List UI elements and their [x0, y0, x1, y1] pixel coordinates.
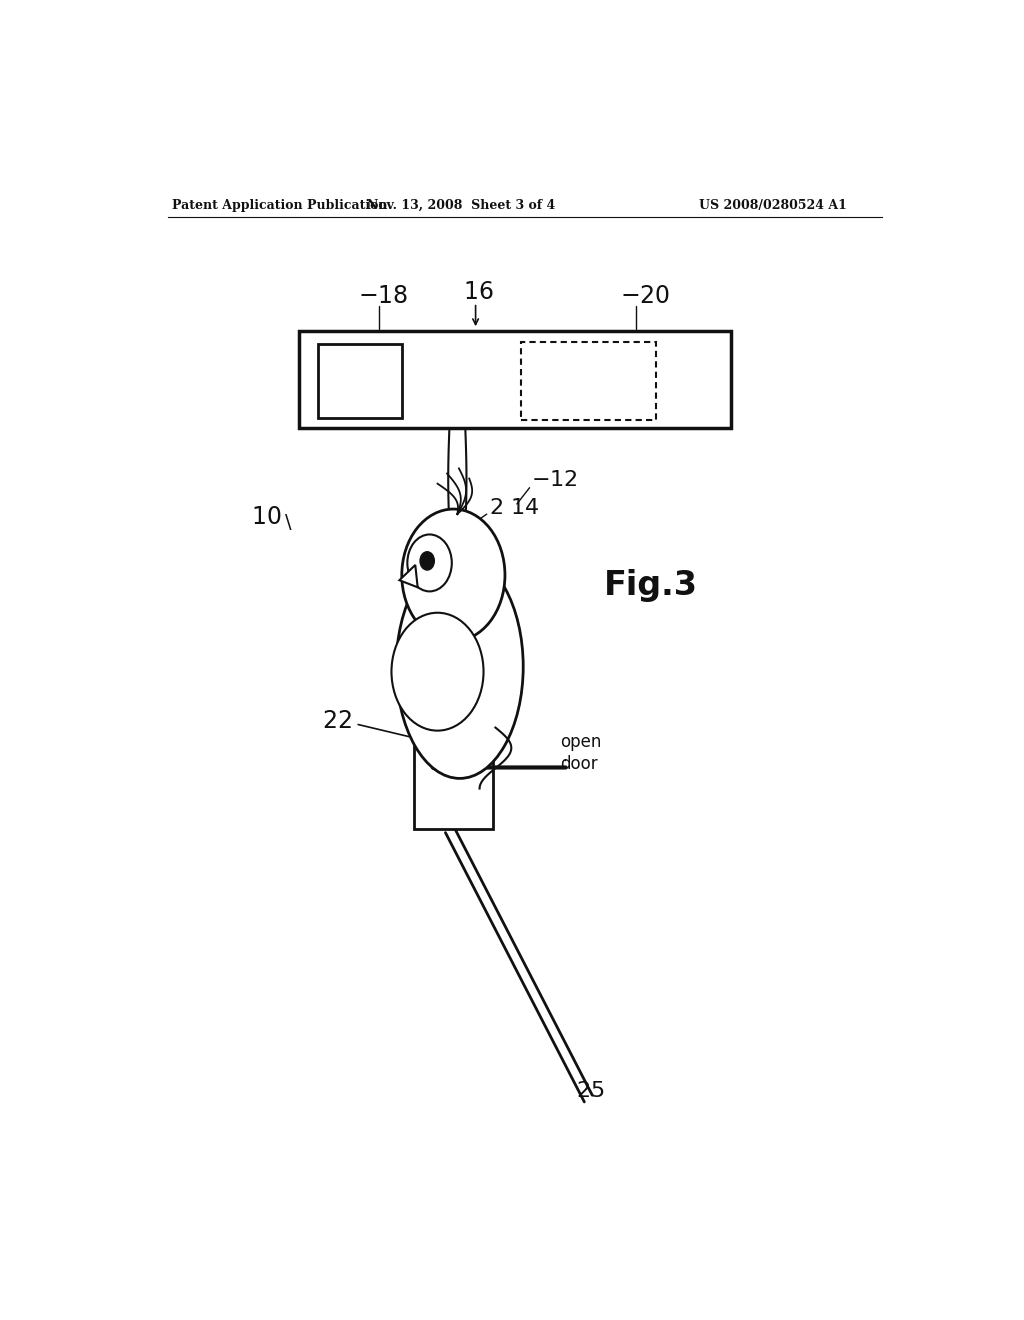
Bar	[414, 692, 493, 829]
Text: $\mathit{-20}$: $\mathit{-20}$	[620, 284, 671, 308]
Text: Fig.3: Fig.3	[604, 569, 698, 602]
Bar	[318, 345, 401, 417]
Text: Patent Application Publication: Patent Application Publication	[172, 199, 387, 213]
Text: $\mathit{2\ 14}$: $\mathit{2\ 14}$	[489, 498, 540, 519]
Text: open
door: open door	[560, 733, 602, 774]
Bar	[299, 331, 731, 428]
Circle shape	[391, 612, 483, 731]
Ellipse shape	[396, 554, 523, 779]
Text: $\mathit{10}$: $\mathit{10}$	[251, 506, 282, 529]
Text: $\mathit{\backslash}$: $\mathit{\backslash}$	[284, 512, 292, 532]
Text: $\mathit{-18}$: $\mathit{-18}$	[358, 284, 409, 308]
Bar	[521, 342, 655, 420]
Text: $\mathit{25}$: $\mathit{25}$	[577, 1081, 605, 1101]
Circle shape	[401, 510, 505, 642]
Text: US 2008/0280524 A1: US 2008/0280524 A1	[699, 199, 847, 213]
Polygon shape	[399, 565, 418, 587]
Circle shape	[408, 535, 452, 591]
Text: $\mathit{22}$: $\mathit{22}$	[323, 709, 352, 733]
Text: $\mathit{-12}$: $\mathit{-12}$	[531, 470, 578, 490]
Text: Nov. 13, 2008  Sheet 3 of 4: Nov. 13, 2008 Sheet 3 of 4	[368, 199, 555, 213]
Circle shape	[420, 552, 434, 570]
Text: $\mathit{16}$: $\mathit{16}$	[463, 280, 494, 304]
